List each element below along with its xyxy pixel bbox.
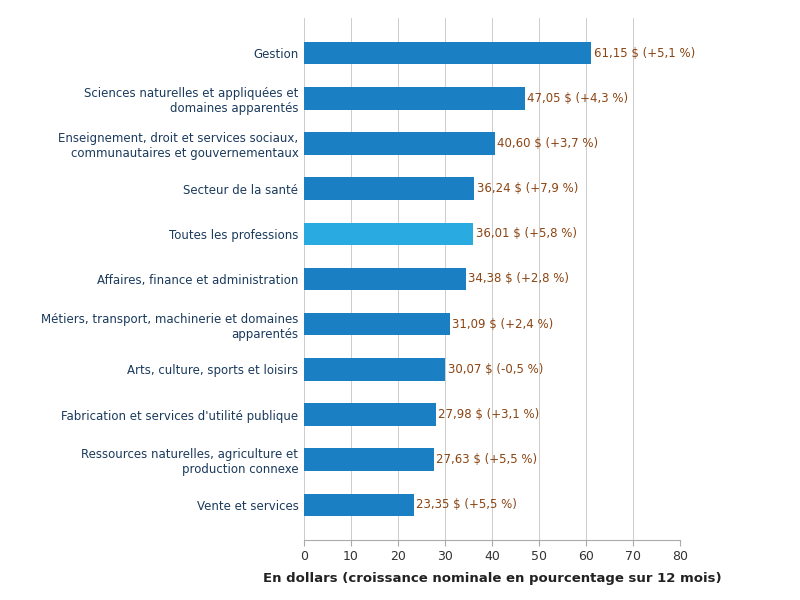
Text: 31,09 $ (+2,4 %): 31,09 $ (+2,4 %)	[453, 317, 554, 331]
Bar	[304, 223, 474, 245]
Bar	[304, 178, 474, 200]
Text: 47,05 $ (+4,3 %): 47,05 $ (+4,3 %)	[527, 92, 629, 105]
Text: 36,01 $ (+5,8 %): 36,01 $ (+5,8 %)	[475, 227, 577, 241]
Text: 40,60 $ (+3,7 %): 40,60 $ (+3,7 %)	[497, 137, 598, 150]
Text: 27,98 $ (+3,1 %): 27,98 $ (+3,1 %)	[438, 408, 539, 421]
Text: 30,07 $ (-0,5 %): 30,07 $ (-0,5 %)	[448, 363, 543, 376]
Bar	[304, 268, 466, 290]
Bar	[304, 358, 446, 380]
Text: 36,24 $ (+7,9 %): 36,24 $ (+7,9 %)	[477, 182, 578, 195]
Bar	[304, 313, 450, 335]
Text: 23,35 $ (+5,5 %): 23,35 $ (+5,5 %)	[416, 499, 517, 511]
Text: 27,63 $ (+5,5 %): 27,63 $ (+5,5 %)	[436, 453, 538, 466]
Bar	[304, 42, 591, 64]
Bar	[304, 448, 434, 471]
Bar	[304, 403, 435, 426]
Bar	[304, 494, 414, 516]
Bar	[304, 132, 495, 155]
X-axis label: En dollars (croissance nominale en pourcentage sur 12 mois): En dollars (croissance nominale en pourc…	[262, 572, 722, 585]
Bar	[304, 87, 525, 110]
Text: 34,38 $ (+2,8 %): 34,38 $ (+2,8 %)	[468, 272, 569, 286]
Text: 61,15 $ (+5,1 %): 61,15 $ (+5,1 %)	[594, 47, 695, 59]
